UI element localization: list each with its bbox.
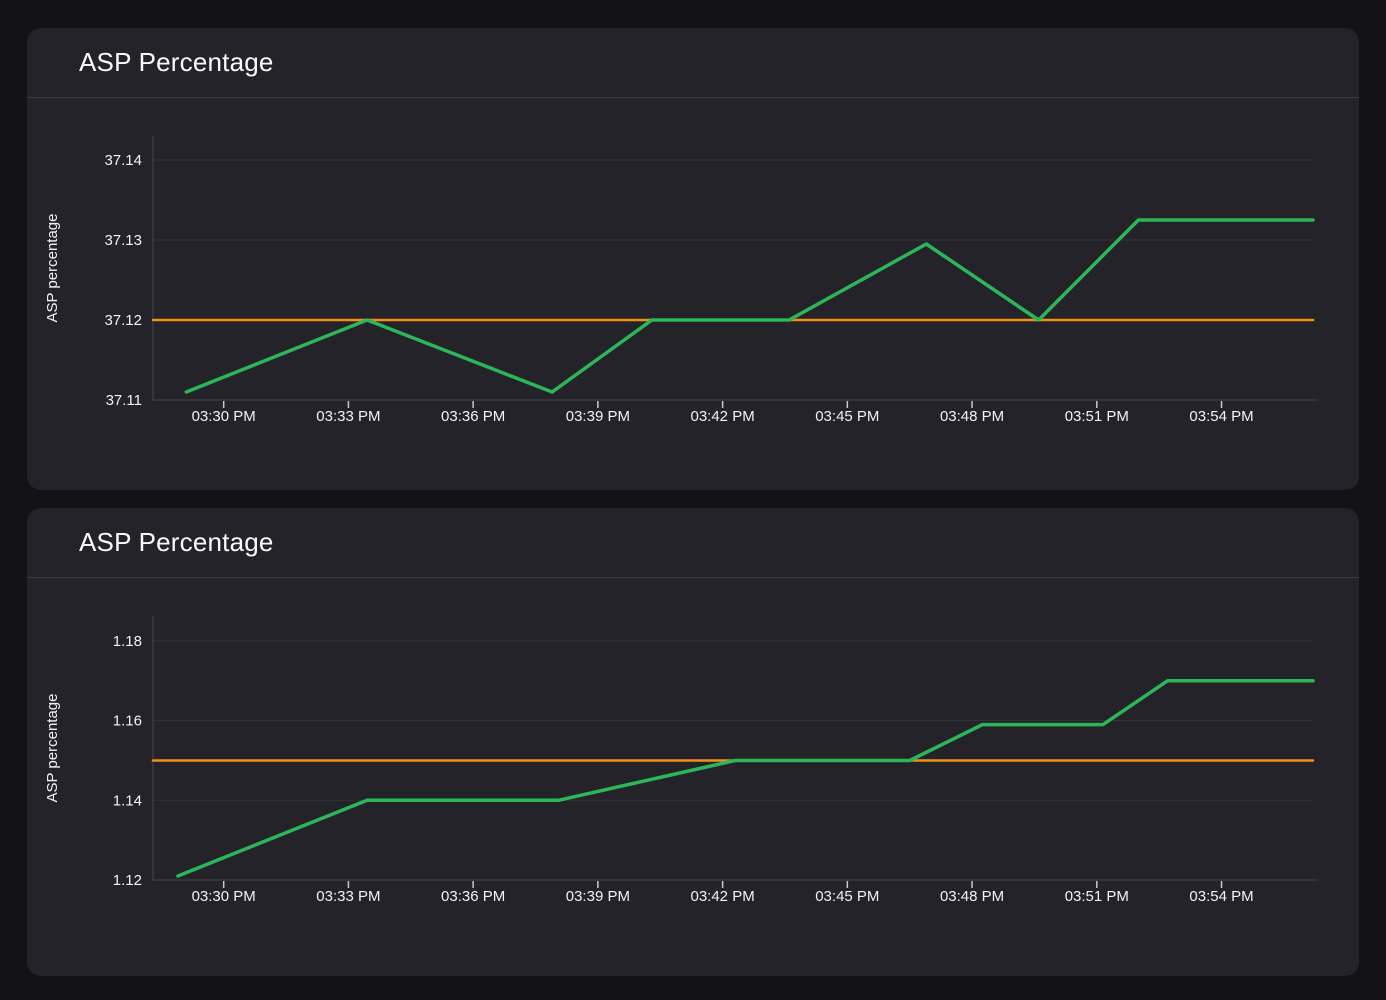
x-tick-label: 03:42 PM <box>690 888 754 905</box>
panel-header: ASP Percentage <box>27 28 1359 98</box>
panel-title: ASP Percentage <box>79 47 274 77</box>
x-tick-label: 03:33 PM <box>316 408 380 425</box>
asp-percentage-panel-1: ASP Percentage 03:30 PM 03:33 PM 03:36 PM 0… <box>27 28 1359 490</box>
x-tick-label: 03:33 PM <box>316 888 380 905</box>
x-tick-label: 03:54 PM <box>1189 888 1253 905</box>
y-tick-label: 1.12 <box>113 872 142 889</box>
x-tick-label: 03:30 PM <box>192 408 256 425</box>
x-tick-label: 03:51 PM <box>1065 888 1129 905</box>
asp-percentage-chart-canvas[interactable]: 03:30 PM 03:33 PM 03:36 PM 03:39 PM 03:42 PM… <box>27 578 1359 970</box>
x-tick-label: 03:30 PM <box>192 888 256 905</box>
chart-area: 03:30 PM 03:33 PM 03:36 PM 03:39 PM 03:42 PM… <box>27 578 1359 970</box>
y-tick-label: 37.11 <box>106 392 142 409</box>
panel-header: ASP Percentage <box>27 508 1359 578</box>
y-axis-title: ASP percentage <box>44 214 61 323</box>
y-axis-title: ASP percentage <box>44 694 61 803</box>
y-tick-label: 37.14 <box>104 152 142 169</box>
series-asp-percentage <box>184 218 1315 394</box>
asp-percentage-chart-canvas[interactable]: 03:30 PM 03:33 PM 03:36 PM 03:39 PM 03:42 PM… <box>27 98 1359 490</box>
y-tick-label: 37.13 <box>104 232 142 249</box>
x-tick-label: 03:45 PM <box>815 408 879 425</box>
series-asp-percentage <box>176 679 1315 878</box>
panel-title: ASP Percentage <box>79 527 274 557</box>
x-tick-label: 03:39 PM <box>566 408 630 425</box>
y-tick-label: 1.16 <box>113 713 142 730</box>
x-tick-label: 03:48 PM <box>940 888 1004 905</box>
x-tick-label: 03:54 PM <box>1189 408 1253 425</box>
chart-area: 03:30 PM 03:33 PM 03:36 PM 03:39 PM 03:42 PM… <box>27 98 1359 490</box>
y-tick-label: 1.14 <box>113 792 142 809</box>
x-tick-label: 03:51 PM <box>1065 408 1129 425</box>
x-tick-label: 03:42 PM <box>690 408 754 425</box>
y-tick-label: 37.12 <box>104 312 142 329</box>
asp-percentage-panel-2: ASP Percentage 03:30 PM 03:33 PM 03:36 PM 0… <box>27 508 1359 976</box>
x-tick-label: 03:36 PM <box>441 408 505 425</box>
x-tick-label: 03:36 PM <box>441 888 505 905</box>
x-tick-label: 03:39 PM <box>566 888 630 905</box>
x-tick-label: 03:45 PM <box>815 888 879 905</box>
x-tick-label: 03:48 PM <box>940 408 1004 425</box>
y-tick-label: 1.18 <box>113 633 142 650</box>
